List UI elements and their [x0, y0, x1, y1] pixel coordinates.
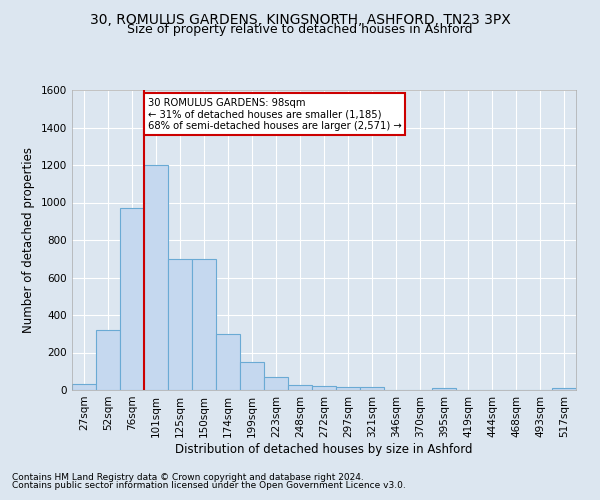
Text: Contains public sector information licensed under the Open Government Licence v3: Contains public sector information licen… [12, 481, 406, 490]
Bar [96, 330, 120, 390]
Text: 30 ROMULUS GARDENS: 98sqm
← 31% of detached houses are smaller (1,185)
68% of se: 30 ROMULUS GARDENS: 98sqm ← 31% of detac… [148, 98, 401, 130]
Text: Size of property relative to detached houses in Ashford: Size of property relative to detached ho… [127, 22, 473, 36]
Bar [120, 208, 144, 390]
Bar [264, 377, 288, 390]
Text: Distribution of detached houses by size in Ashford: Distribution of detached houses by size … [175, 442, 473, 456]
Bar [192, 259, 216, 390]
Bar [360, 387, 384, 390]
Bar [240, 362, 264, 390]
Bar [312, 386, 336, 390]
Text: Contains HM Land Registry data © Crown copyright and database right 2024.: Contains HM Land Registry data © Crown c… [12, 472, 364, 482]
Y-axis label: Number of detached properties: Number of detached properties [22, 147, 35, 333]
Bar [288, 386, 312, 390]
Bar [552, 388, 576, 390]
Text: 30, ROMULUS GARDENS, KINGSNORTH, ASHFORD, TN23 3PX: 30, ROMULUS GARDENS, KINGSNORTH, ASHFORD… [89, 12, 511, 26]
Bar [168, 259, 192, 390]
Bar [432, 388, 456, 390]
Bar [72, 384, 96, 390]
Bar [336, 387, 360, 390]
Bar [144, 165, 168, 390]
Bar [216, 334, 240, 390]
